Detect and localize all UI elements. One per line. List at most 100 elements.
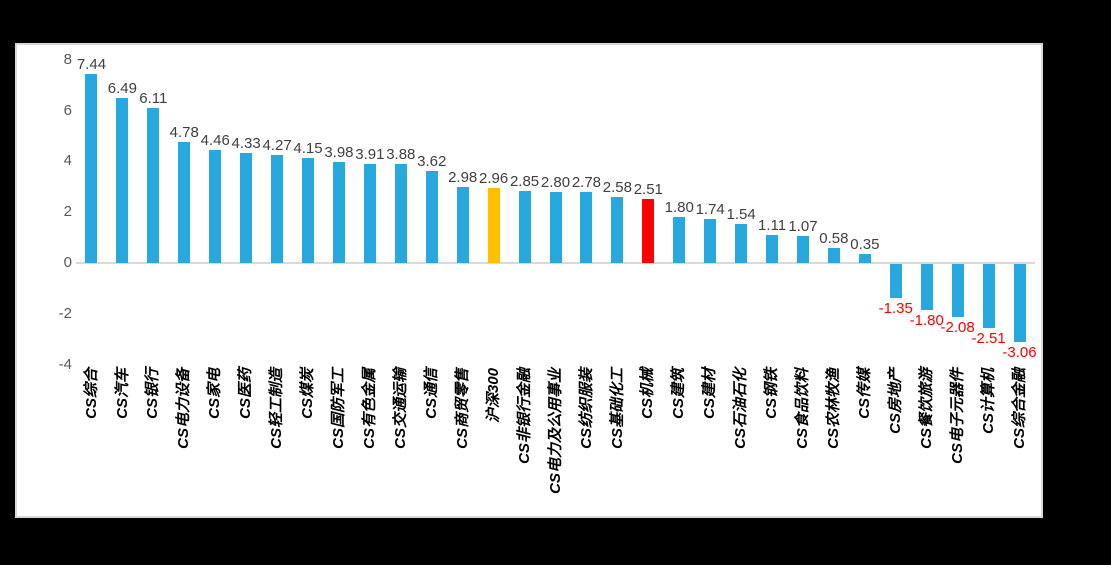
x-axis-label: CS传媒 [849,368,880,516]
bar [518,190,531,263]
value-label: 2.51 [633,181,663,199]
x-axis-label-text: CS通信 [422,368,440,419]
bar [766,234,779,263]
chart-panel: 8 6 4 2 0 -2 -4 7.44 CS综合 6.49 CS汽车 6.11 CS银行 4.78 CS电… [15,43,1043,518]
x-axis-label-text: CS电力及公用事业 [546,368,564,494]
bar [858,254,871,263]
x-axis-label-text: CS房地产 [886,368,904,434]
value-label: 2.96 [479,169,509,187]
x-axis-label-text: CS石油石化 [732,368,750,449]
value-label: -1.80 [909,311,944,329]
x-axis-label: CS机械 [633,368,664,516]
bar [611,197,624,263]
x-axis-label: CS建筑 [664,368,695,516]
bar [549,191,562,263]
x-axis-label: CS家电 [200,368,231,516]
x-axis-label-text: CS电子元器件 [948,368,966,464]
value-label: -2.08 [940,318,975,336]
bar [271,154,284,263]
y-axis-tick: -4 [58,355,72,373]
x-axis-label: CS石油石化 [726,368,757,516]
bar [332,161,345,263]
x-axis-label-text: CS纺织服装 [577,368,595,449]
value-label: 3.88 [386,146,416,164]
x-axis-label: CS农林牧渔 [818,368,849,516]
x-axis-label: CS房地产 [880,368,911,516]
value-label: 6.49 [107,80,137,98]
x-axis-label-text: CS建筑 [670,368,688,419]
x-axis-label-text: CS煤炭 [299,368,317,419]
x-axis-label: CS综合金融 [1004,368,1035,516]
bar [302,157,315,263]
x-axis-label-text: CS计算机 [979,368,997,434]
bar [796,235,809,263]
x-axis-label: CS基础化工 [602,368,633,516]
bar [240,153,253,263]
x-axis-label-text: CS有色金属 [360,368,378,449]
value-label: 1.80 [664,199,694,217]
x-axis-label: CS非银行金融 [509,368,540,516]
x-axis-label-text: CS国防军工 [329,368,347,449]
value-label: -1.35 [878,300,913,318]
x-axis-label: CS食品饮料 [788,368,819,516]
x-axis-label-text: CS商贸零售 [453,368,471,449]
x-axis-label-text: CS建材 [701,368,719,419]
value-label: 7.44 [76,56,107,74]
value-label: 4.27 [262,136,292,154]
y-axis-tick: 8 [63,50,72,68]
x-axis-label: CS通信 [416,368,447,516]
bar [425,171,438,263]
x-axis-label: CS电子元器件 [942,368,973,516]
plot-area: 8 6 4 2 0 -2 -4 7.44 CS综合 6.49 CS汽车 6.11 CS银行 4.78 CS电… [17,45,1041,516]
bar [116,98,129,263]
y-axis-tick: 0 [63,254,72,271]
x-axis-label: CS钢铁 [757,368,788,516]
value-label: 4.15 [293,139,323,157]
value-label: 1.54 [726,205,756,223]
x-axis-label: CS有色金属 [354,368,385,516]
value-label: 3.62 [417,153,447,171]
x-axis-label-text: CS轻工制造 [268,368,286,449]
bar [580,192,593,263]
value-label: 2.80 [540,173,571,191]
x-axis-label-text: CS机械 [639,368,657,419]
value-label: 3.98 [324,143,354,161]
x-axis-label-text: CS综合金融 [1010,368,1028,449]
value-label: 1.74 [695,200,725,218]
x-axis-label-text: 沪深300 [484,368,502,424]
value-label: 2.58 [602,179,632,197]
x-axis-label-text: CS综合 [82,368,100,419]
bar [735,223,748,263]
x-axis-label-text: CS食品饮料 [793,368,811,449]
value-label: 4.33 [231,135,261,153]
x-axis-label-text: CS银行 [144,368,162,419]
bar [456,187,469,263]
y-axis-tick: 2 [63,203,72,221]
x-axis-label: CS银行 [138,368,169,516]
bar [1013,264,1026,342]
bar [394,164,407,263]
x-axis-label-text: CS电力设备 [175,368,193,449]
x-axis-label: CS煤炭 [293,368,324,516]
value-label: 0.35 [850,236,880,254]
x-axis-label: CS商贸零售 [447,368,478,516]
x-axis-label-text: CS汽车 [113,368,131,419]
value-label: 1.11 [758,216,787,234]
x-axis-label-text: CS农林牧渔 [824,368,842,449]
bar [673,217,686,263]
value-label: 0.58 [819,230,849,248]
x-axis-label-text: CS餐饮旅游 [917,368,935,449]
x-axis-label: CS建材 [695,368,726,516]
value-label: -3.06 [1002,343,1037,361]
x-axis-label: CS电力设备 [169,368,200,516]
bar [209,149,222,263]
bar [85,74,98,263]
x-axis-label-text: CS医药 [237,368,255,419]
bar [178,141,191,263]
bar [827,248,840,263]
y-axis-tick: -2 [58,304,72,322]
value-label: 4.78 [169,123,199,141]
y-axis-tick: 6 [63,101,72,119]
value-label: 2.78 [571,174,602,192]
bar [704,218,717,263]
